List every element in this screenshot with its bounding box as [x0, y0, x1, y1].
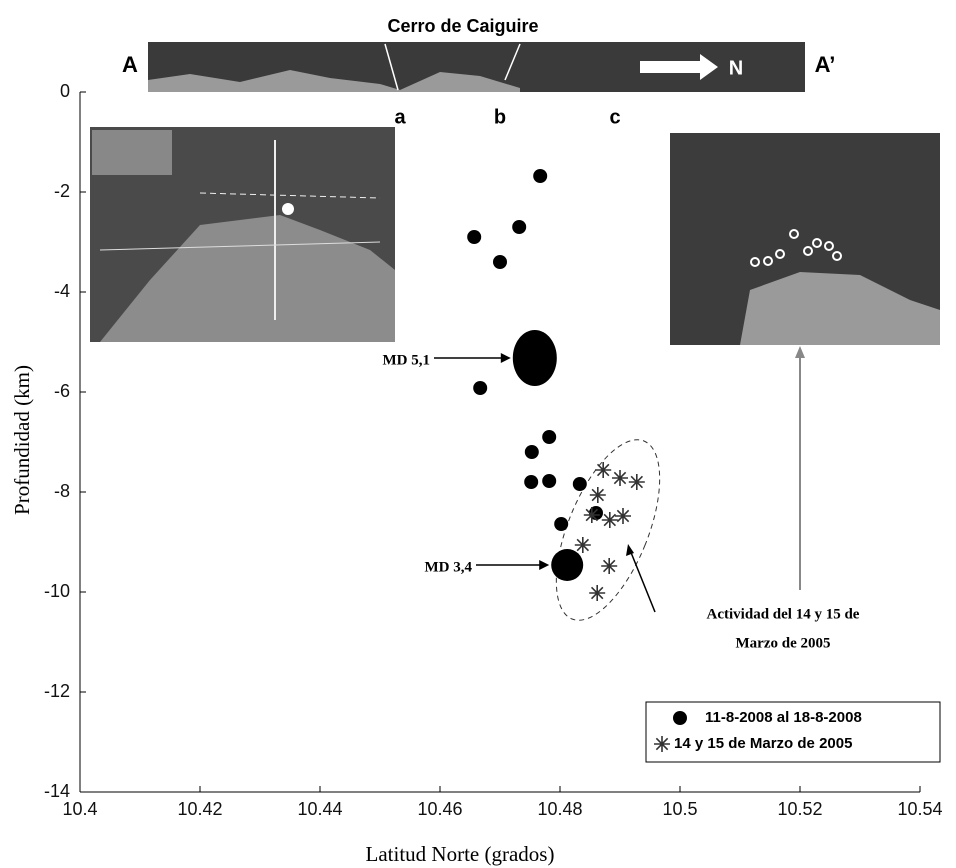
x-tick-label: 10.42	[177, 799, 222, 819]
x-tick-label: 10.52	[777, 799, 822, 819]
circle-marker	[512, 220, 527, 234]
star-marker	[601, 558, 618, 574]
y-tick-label: -6	[54, 381, 70, 401]
star-marker	[574, 537, 591, 553]
circle-marker	[524, 475, 539, 489]
annotation: MD 5,1	[383, 352, 431, 368]
x-tick-label: 10.54	[897, 799, 942, 819]
circle-marker	[473, 381, 488, 395]
star-marker	[589, 487, 606, 503]
y-tick-label: -10	[44, 581, 70, 601]
circle-marker	[542, 474, 557, 488]
profile-start: A	[122, 52, 138, 77]
star-marker	[615, 508, 631, 524]
y-tick-label: -8	[54, 481, 70, 501]
annotation: MD 3,4	[425, 559, 473, 575]
star-marker	[612, 470, 628, 486]
star-marker	[628, 474, 645, 490]
circle-marker	[542, 430, 557, 444]
x-tick-label: 10.46	[417, 799, 462, 819]
profile-direction: N	[729, 57, 743, 79]
circle-marker	[493, 255, 507, 269]
note: Marzo de 2005	[736, 635, 831, 651]
circle-marker	[673, 711, 687, 725]
arrowhead	[500, 353, 511, 363]
star-marker	[589, 585, 606, 601]
profile-relief	[148, 70, 520, 92]
profile-title: Cerro de Caiguire	[387, 16, 538, 36]
legend	[645, 701, 941, 763]
y-tick-label: -2	[54, 181, 70, 201]
y-tick-label: -4	[54, 281, 70, 301]
x-tick-label: 10.4	[62, 799, 97, 819]
y-tick-label: 0	[60, 81, 70, 101]
inset-map	[90, 127, 395, 342]
note-arrow	[629, 549, 656, 613]
pointer	[504, 43, 521, 81]
star-marker	[601, 512, 618, 528]
y-tick-label: -12	[44, 681, 70, 701]
activity-ellipse	[555, 439, 661, 621]
arrowhead	[539, 560, 550, 570]
circle-marker	[554, 517, 569, 531]
arrowhead	[626, 544, 634, 556]
y-tick-label: -14	[44, 781, 70, 801]
circle-marker	[572, 477, 587, 491]
x-tick-label: 10.5	[662, 799, 697, 819]
star-marker	[654, 736, 670, 752]
event-marker	[512, 330, 557, 386]
north-arrow	[640, 54, 718, 80]
legend-label: 14 y 15 de Marzo de 2005	[674, 735, 852, 752]
circle-marker	[524, 445, 539, 459]
y-axis-label: Profundidad (km)	[10, 365, 34, 515]
circle-marker	[467, 230, 482, 244]
event-marker	[551, 549, 584, 581]
note: Actividad del 14 y 15 de	[707, 606, 860, 622]
star-marker	[595, 462, 612, 478]
profile-end: A’	[815, 52, 836, 77]
profile-point: c	[609, 106, 620, 128]
pointer	[384, 43, 399, 91]
profile-point: b	[494, 106, 506, 128]
x-axis-label: Latitud Norte (grados)	[366, 842, 555, 866]
circle-marker	[533, 169, 548, 183]
star-marker	[583, 507, 600, 523]
legend-label: 11-8-2008 al 18-8-2008	[705, 709, 862, 726]
x-tick-label: 10.48	[537, 799, 582, 819]
arrowhead	[795, 346, 805, 358]
x-tick-label: 10.44	[297, 799, 342, 819]
profile-point: a	[394, 106, 406, 128]
inset-map	[670, 133, 940, 345]
